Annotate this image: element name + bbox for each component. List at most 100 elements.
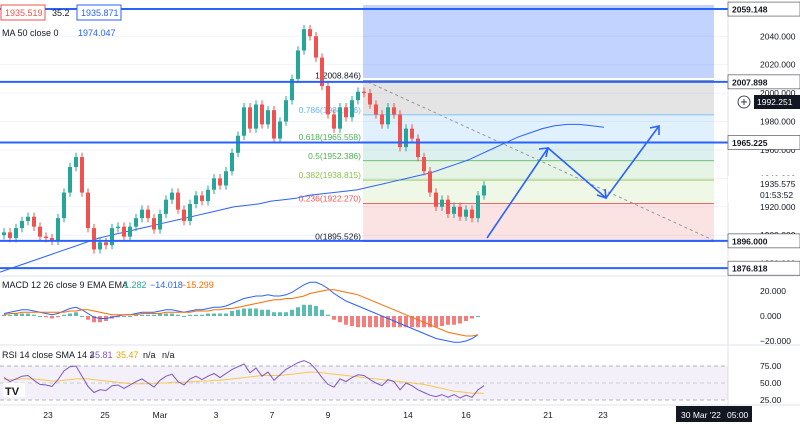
candle — [278, 117, 282, 143]
candle-body — [362, 91, 366, 94]
candle — [272, 105, 276, 143]
candle-body — [200, 195, 204, 202]
candle-body — [98, 242, 102, 250]
macd-bar — [2, 314, 6, 316]
macd-bar — [212, 313, 216, 316]
macd-bar — [260, 309, 264, 316]
fib-zone — [363, 114, 714, 143]
candle — [206, 185, 210, 206]
tradingview-logo[interactable]: TV — [3, 383, 25, 398]
candle — [128, 222, 132, 241]
macd-bar — [146, 314, 150, 316]
macd-bar — [290, 309, 294, 316]
candle — [356, 87, 360, 105]
macd-bar — [8, 314, 12, 316]
macd-bar — [140, 314, 144, 316]
level-label-box — [727, 260, 800, 276]
rsi-tick: 75.00 — [760, 361, 782, 371]
candle-body — [80, 157, 84, 193]
buy-button[interactable] — [76, 4, 122, 21]
macd-bar — [452, 316, 456, 325]
candle-body — [56, 218, 60, 241]
time-axis[interactable]: 23 25 Mar 3 7 9 14 16 21 23 — [43, 410, 608, 420]
candle-body — [62, 192, 66, 219]
projection-arrows[interactable] — [486, 125, 660, 239]
fib-label: 0.236(1922.270) — [299, 194, 362, 204]
fib-zone — [363, 80, 714, 115]
candle — [416, 134, 420, 162]
macd-bar — [446, 316, 450, 325]
candle-body — [344, 107, 348, 118]
candle-body — [476, 195, 480, 219]
candle — [170, 188, 174, 204]
candle — [86, 188, 90, 233]
fib-label: 0.5(1952.386) — [308, 151, 361, 161]
ma-legend[interactable]: MA 50 close 0 1974.047 — [2, 28, 116, 38]
macd-bar — [332, 316, 336, 320]
candle-body — [128, 226, 132, 237]
candle — [122, 222, 126, 241]
crosshair-price-label: 1992.251 — [737, 95, 800, 109]
level-label: 2059.148 — [732, 5, 768, 15]
time-label: 9 — [326, 410, 331, 420]
macd-bar — [176, 314, 180, 316]
candle-body — [464, 209, 468, 217]
candle — [188, 199, 192, 226]
candle-body — [140, 209, 144, 219]
projection-box[interactable] — [363, 5, 714, 78]
candle — [314, 32, 318, 62]
macd-bar — [440, 316, 444, 326]
macd-bar — [86, 316, 90, 320]
candle-body — [260, 104, 264, 125]
candle-body — [152, 218, 156, 230]
order-panel[interactable]: 1935.519 35.2 1935.871 — [0, 4, 122, 21]
candle-body — [278, 121, 282, 139]
logo-text: TV — [5, 386, 20, 398]
price-axis[interactable] — [728, 0, 800, 405]
candle-body — [308, 29, 312, 37]
candle-body — [422, 157, 426, 172]
rsi-line — [3, 360, 485, 399]
macd-bar — [50, 316, 54, 319]
candle — [38, 222, 42, 241]
rsi-axis-ticks: 75.00 50.00 25.00 — [760, 361, 782, 405]
macd-bar — [320, 309, 324, 316]
rsi-na-2: n/a — [162, 350, 175, 360]
fibonacci-retracement[interactable]: 1(2008.846)0.786(1984.676)0.618(1965.558… — [299, 71, 714, 242]
rsi-legend[interactable]: RSI 14 close SMA 14 2 45.81 35.47 n/a n/… — [2, 350, 175, 360]
rsi-ma-value: 35.47 — [116, 350, 139, 360]
candle-body — [458, 206, 462, 217]
horizontal-levels[interactable] — [0, 8, 800, 270]
macd-bar — [416, 316, 420, 328]
crosshair-date: 30 Mar '22 — [681, 410, 721, 420]
candle — [386, 103, 390, 129]
macd-legend[interactable]: MACD 12 26 close 9 EMA EMA 1.282 −14.018… — [2, 280, 214, 290]
sell-button[interactable] — [0, 4, 46, 21]
candle-body — [104, 242, 108, 246]
candle-body — [14, 228, 18, 239]
candle-body — [434, 192, 438, 207]
macd-bar — [200, 314, 204, 316]
candle — [218, 174, 222, 190]
signal-line — [3, 289, 479, 337]
macd-bar — [338, 316, 342, 323]
price-tick: 1980.000 — [760, 117, 796, 127]
rsi-value: 45.81 — [90, 350, 113, 360]
candle-body — [416, 138, 420, 158]
macd-tick: 0.000 — [760, 311, 782, 321]
macd-bar — [284, 312, 288, 316]
candle-body — [26, 216, 30, 221]
candle-body — [272, 110, 276, 139]
macd-bar — [122, 316, 126, 317]
candle — [368, 88, 372, 109]
candle — [404, 124, 408, 152]
candle-body — [206, 189, 210, 202]
candle — [248, 103, 252, 133]
candle — [212, 174, 216, 194]
rsi-tick: 50.00 — [760, 378, 782, 388]
time-label: 14 — [403, 410, 413, 420]
candle — [80, 152, 84, 197]
macd-bar — [350, 316, 354, 326]
macd-bar — [164, 313, 168, 316]
